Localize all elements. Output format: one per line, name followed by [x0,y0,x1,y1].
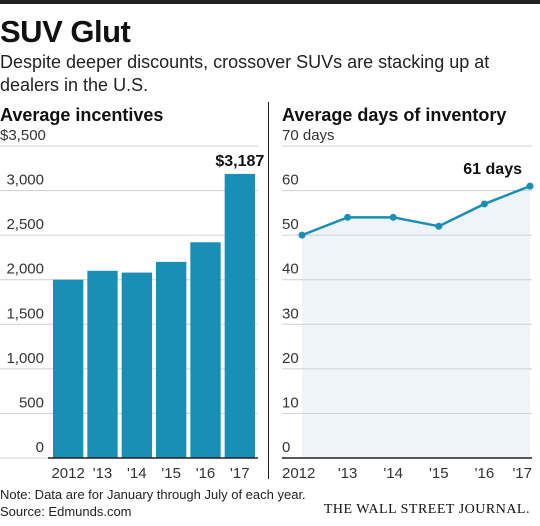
incentives-y-tick-label: 500 [19,394,44,411]
incentives-y-tick-label: 0 [36,439,44,456]
inventory-y-tick-label: 20 [282,350,299,367]
incentives-y-tick-label: 2,500 [6,216,44,233]
top-rule [0,0,540,4]
incentives-bar [53,279,84,458]
incentives-x-tick-label: '15 [161,465,181,482]
inventory-x-tick-label: '13 [338,465,358,482]
inventory-y-tick-label: 10 [282,394,299,411]
incentives-bar [224,173,255,458]
incentives-x-tick-label: '17 [230,465,250,482]
inventory-x-tick-label: '16 [475,465,495,482]
incentives-data-label: $3,187 [215,153,264,170]
incentives-panel-title: Average incentives [0,105,164,125]
inventory-data-point [298,231,306,239]
footnote: Note: Data are for January through July … [0,487,306,502]
inventory-y-tick-label: 0 [282,439,290,456]
inventory-y-tick-label: 50 [282,216,299,233]
incentives-bar [121,272,152,458]
incentives-x-tick-label: '14 [127,465,147,482]
incentives-bar [87,270,118,458]
incentives-y-tick-label: 3,000 [6,172,44,189]
inventory-data-point [389,213,397,221]
inventory-x-tick-label: 2012 [282,465,315,482]
incentives-x-tick-label: 2012 [51,465,84,482]
incentives-y-tick-label: $3,500 [0,127,46,144]
inventory-y-tick-label: 30 [282,305,299,322]
inventory-data-point [344,213,352,221]
inventory-data-point [435,222,443,230]
inventory-series-line [301,184,531,237]
source-line: Source: Edmunds.com [0,504,132,519]
inventory-line-chart: 0 10 20 30 40 50 60 70 days 2012 '13 '14 '15 '16 '17 6… [282,127,534,482]
incentives-x-tick-label: '16 [196,465,216,482]
inventory-x-tick-label: '14 [383,465,403,482]
chart-title: SUV Glut [0,14,131,49]
panel-separator [268,102,269,479]
incentives-x-tick-label: '13 [93,465,113,482]
publisher-logo: THE WALL STREET JOURNAL. [323,502,530,517]
chart-subtitle: Despite deeper discounts, crossover SUVs… [0,52,490,95]
incentives-y-tick-label: 1,500 [6,305,44,322]
inventory-y-tick-label: 40 [282,261,299,278]
inventory-area-fill [302,186,530,458]
inventory-x-tick-label: '17 [512,465,532,482]
inventory-panel-title: Average days of inventory [282,105,507,125]
incentives-bar-chart: 0 500 1,000 1,500 2,000 2,500 3,000 $3,500 2012 '… [0,127,264,482]
inventory-y-tick-label: 70 days [282,127,335,144]
incentives-bar [156,261,187,458]
inventory-data-label: 61 days [463,161,522,178]
incentives-y-tick-label: 1,000 [6,350,44,367]
inventory-data-point [526,182,534,190]
inventory-y-tick-label: 60 [282,172,299,189]
inventory-data-point [480,200,488,208]
incentives-bar [190,242,221,458]
incentives-y-tick-label: 2,000 [6,261,44,278]
inventory-x-tick-label: '15 [429,465,449,482]
